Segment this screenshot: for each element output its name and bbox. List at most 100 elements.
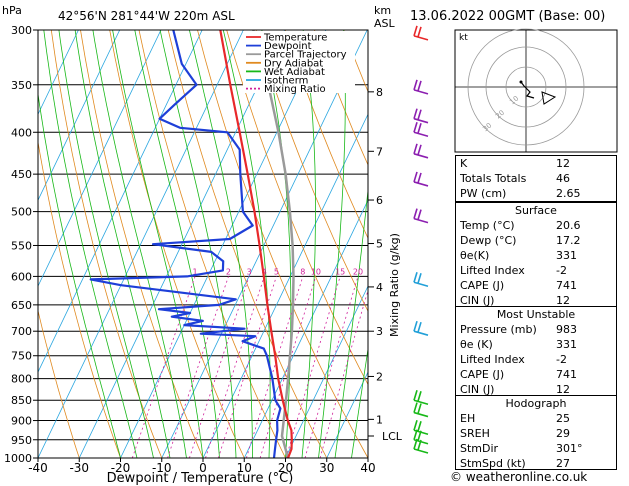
wet-adiabat-line: [351, 346, 368, 458]
surface-value: 17.2: [556, 234, 581, 247]
wind-barb: [417, 144, 422, 156]
index-label: K: [460, 157, 468, 170]
wet-adiabat-line: [134, 30, 220, 458]
hodograph-ring-label: 10: [508, 94, 520, 106]
surface-row: θe(K) 331: [456, 248, 616, 263]
most-unstable-label: θe (K): [460, 338, 493, 351]
index-value: 46: [556, 172, 570, 185]
mixing-ratio-axis-label: Mixing Ratio (g/kg): [388, 233, 401, 337]
wind-barb: [413, 208, 418, 219]
wind-barb: [417, 109, 422, 120]
most-unstable-value: 983: [556, 323, 577, 336]
mixing-ratio-label: 4: [262, 267, 267, 276]
wind-barb: [413, 79, 418, 91]
dry-adiabat-line: [50, 30, 163, 458]
wind-barb: [417, 430, 422, 441]
mixing-ratio-line: [131, 276, 196, 458]
pressure-tick-label: 850: [11, 394, 32, 407]
most-unstable-title: Most Unstable: [496, 308, 576, 321]
dry-adiabat-line: [255, 30, 368, 312]
wet-adiabat-line: [92, 30, 187, 458]
height-tick-label: 8: [376, 86, 383, 99]
pressure-tick-label: 900: [11, 415, 32, 428]
mixing-ratio-line: [205, 276, 265, 458]
pressure-tick-label: 1000: [4, 452, 32, 465]
surface-value: 12: [556, 294, 570, 307]
hodograph-ring-label: 30: [481, 121, 493, 133]
most-unstable-label: CAPE (J): [460, 368, 505, 381]
hodograph-ring-label: 20: [494, 109, 506, 121]
mixing-ratio-label: 2: [226, 267, 231, 276]
pressure-tick-label: 750: [11, 350, 32, 363]
most-unstable-value: 331: [556, 338, 577, 351]
most-unstable-value: -2: [556, 353, 567, 366]
wind-barb: [417, 321, 422, 333]
wet-adiabat-line: [38, 91, 121, 458]
dry-adiabat-line: [38, 139, 121, 458]
hodograph-ring: [467, 28, 585, 146]
hodograph-value: 29: [556, 427, 570, 440]
x-axis-label: Dewpoint / Temperature (°C): [107, 471, 294, 486]
wind-barb: [413, 330, 429, 336]
wind-barb: [413, 117, 429, 124]
mixing-ratio-label: 5: [274, 267, 279, 276]
wind-barb: [413, 281, 429, 288]
height-tick-label: 1: [376, 413, 383, 426]
mixing-ratio-line: [319, 289, 368, 458]
datetime-title: 13.06.2022 00GMT (Base: 00): [410, 9, 605, 24]
wind-barb: [413, 402, 418, 413]
hodograph-frame: [454, 29, 618, 153]
isotherm-line: [78, 30, 286, 458]
legend-label: Parcel Trajectory: [264, 50, 347, 61]
hodograph-row: SREH 29: [456, 426, 616, 441]
most-unstable-box: Most Unstable Pressure (mb) 983 θe (K) 331 L…: [455, 306, 617, 396]
surface-row: Dewp (°C) 17.2: [456, 233, 616, 248]
isotherm-line: [161, 30, 368, 458]
pressure-tick-label: 800: [11, 373, 32, 386]
wind-barb: [413, 272, 418, 283]
x-tick-label: -20: [111, 461, 131, 475]
x-tick-label: 20: [278, 461, 293, 475]
pressure-tick-label: 550: [11, 239, 32, 252]
wind-barb: [413, 89, 429, 95]
most-unstable-row: Lifted Index -2: [456, 352, 616, 367]
wind-barb: [413, 389, 418, 401]
isotherm-line: [326, 371, 368, 458]
wind-barb: [413, 438, 418, 450]
pressure-tick-label: 450: [11, 168, 32, 181]
hodograph-trace: [520, 81, 535, 99]
wind-barb: [417, 403, 422, 414]
wind-barb: [413, 411, 429, 418]
pressure-tick-label: 500: [11, 206, 32, 219]
hodograph-label: StmSpd (kt): [460, 457, 526, 470]
most-unstable-label: Pressure (mb): [460, 323, 537, 336]
hodograph-marker: [519, 80, 523, 84]
isotherm-line: [38, 30, 203, 373]
mixing-ratio-label: 10: [311, 267, 321, 276]
x-tick-label: 10: [237, 461, 252, 475]
dry-adiabat-line: [38, 309, 80, 458]
wind-barb: [413, 153, 429, 159]
hodograph-box: Hodograph EH 25 SREH 29 StmDir 301° StmSpd (kt…: [455, 395, 617, 470]
hodograph-label: StmDir: [460, 442, 499, 455]
index-label: PW (cm): [460, 187, 507, 200]
isotherm-line: [243, 199, 368, 458]
asl-label: ASL: [374, 17, 396, 30]
parcel-trajectory-line: [252, 30, 295, 458]
dry-adiabat-line: [284, 30, 368, 239]
pressure-tick-label: 650: [11, 299, 32, 312]
dry-adiabat-line: [314, 30, 368, 166]
wind-barb: [417, 273, 422, 284]
most-unstable-value: 741: [556, 368, 577, 381]
dry-adiabat-line: [109, 30, 245, 458]
wind-barb: [413, 108, 418, 119]
wind-barb: [417, 209, 422, 220]
indices-box: K 12 Totals Totals 46 PW (cm) 2.65: [455, 155, 617, 202]
wet-adiabat-line: [112, 30, 204, 458]
height-tick-label: 4: [376, 281, 383, 294]
index-value: 2.65: [556, 187, 581, 200]
mixing-ratio-label: 25: [367, 267, 377, 276]
hodograph-value: 25: [556, 412, 570, 425]
wind-barb: [413, 217, 429, 224]
